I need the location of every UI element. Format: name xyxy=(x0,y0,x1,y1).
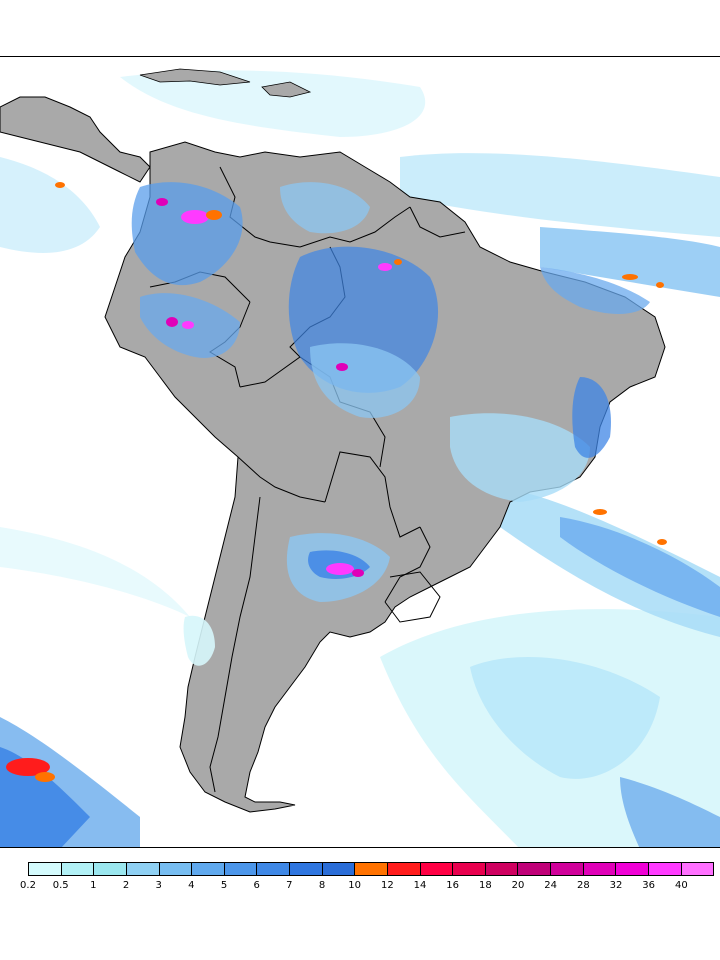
legend-tick-label: 10 xyxy=(348,880,362,891)
precip-legend: 0.2 0.5 1 2 3 4 5 6 7 8 10 12 14 16 18 20 24 28 32 36 40 xyxy=(20,862,714,902)
legend-tick-label: 7 xyxy=(286,880,293,891)
precip-band-atlantic-east-core xyxy=(560,517,720,617)
border-colombia-venezuela xyxy=(219,166,301,248)
cell-peru-2 xyxy=(182,321,194,329)
border-venezuela-brazil xyxy=(299,206,411,248)
cell-ne-atlantic-1 xyxy=(622,274,638,280)
legend-tick-label: 32 xyxy=(609,880,623,891)
precip-east-coast-brazil xyxy=(572,377,611,458)
border-uruguay xyxy=(384,571,441,623)
legend-tick-label: 6 xyxy=(253,880,260,891)
border-guianas xyxy=(409,206,466,238)
precip-band-caribbean xyxy=(120,70,426,137)
cell-colombia-3 xyxy=(156,198,168,206)
legend-swatch xyxy=(257,863,290,875)
legend-tick-label: 36 xyxy=(642,880,656,891)
legend-tick-label: 0.5 xyxy=(52,880,69,891)
cell-amazon-1 xyxy=(378,263,392,271)
hispaniola-island xyxy=(261,81,312,98)
legend-tick-label: 3 xyxy=(155,880,162,891)
central-america-landmass xyxy=(0,96,151,183)
precip-band-south-pacific-light xyxy=(0,527,190,617)
cuba-island xyxy=(139,68,251,86)
legend-tick-label: 8 xyxy=(318,880,326,891)
legend-swatch xyxy=(453,863,486,875)
legend-swatch xyxy=(551,863,584,875)
legend-tick-label: 24 xyxy=(544,880,558,891)
precip-central-brazil xyxy=(310,343,420,418)
legend-swatch xyxy=(420,863,454,875)
cell-central-1 xyxy=(336,363,348,371)
legend-swatch xyxy=(159,863,193,875)
border-argentina-brazil xyxy=(384,526,431,603)
precipitation-map xyxy=(0,56,720,848)
precip-band-equatorial-atlantic xyxy=(400,153,720,237)
precip-band-pacific-west xyxy=(0,157,100,253)
precip-band-ne-atlantic xyxy=(540,227,720,297)
cell-atlantic-2 xyxy=(657,539,667,545)
map-canvas xyxy=(0,68,720,847)
legend-swatch xyxy=(29,863,62,875)
cell-sw-pacific-1 xyxy=(6,758,50,776)
legend-swatch xyxy=(648,863,682,875)
legend-swatch xyxy=(290,863,323,875)
legend-tick-label: 5 xyxy=(220,880,228,891)
cell-colombia-1 xyxy=(181,210,209,224)
cell-sw-pacific-2 xyxy=(35,772,55,782)
heavy-precip-cells xyxy=(6,182,667,782)
border-bolivia-chile xyxy=(237,456,326,503)
cell-colombia-2 xyxy=(206,210,222,220)
precip-amazon-north xyxy=(280,182,370,234)
border-chile-argentina xyxy=(209,496,261,793)
legend-color-bar xyxy=(28,862,714,876)
legend-tick-label: 18 xyxy=(478,880,492,891)
cell-caribbean-1 xyxy=(55,182,65,188)
legend-tick-label: 28 xyxy=(576,880,590,891)
legend-swatch xyxy=(387,863,421,875)
cell-argentina-2 xyxy=(352,569,364,577)
cell-ne-atlantic-2 xyxy=(656,282,664,288)
precip-ne-coast xyxy=(540,267,650,314)
legend-tick-label: 16 xyxy=(446,880,460,891)
cell-amazon-2 xyxy=(394,259,402,265)
precip-band-southeast-cell xyxy=(620,777,720,847)
legend-swatch xyxy=(681,863,714,875)
ocean-precip-layer xyxy=(0,70,720,847)
legend-swatch xyxy=(126,863,160,875)
cell-peru-1 xyxy=(166,317,178,327)
precip-southeast-brazil xyxy=(450,413,590,502)
legend-swatch xyxy=(94,863,127,875)
cell-atlantic-1 xyxy=(593,509,607,515)
legend-tick-label: 12 xyxy=(380,880,394,891)
legend-swatch xyxy=(583,863,617,875)
legend-tick-label: 40 xyxy=(674,880,688,891)
legend-tick-label: 2 xyxy=(122,880,130,891)
legend-tick-label: 20 xyxy=(511,880,525,891)
precip-andes-light xyxy=(183,615,215,666)
precip-band-south-atlantic-core xyxy=(470,657,660,779)
legend-swatch xyxy=(322,863,356,875)
precip-amazon-west xyxy=(131,182,243,286)
cell-argentina-1 xyxy=(326,563,354,575)
legend-tick-label: 0.2 xyxy=(20,880,36,891)
legend-tick-label: 14 xyxy=(413,880,427,891)
legend-swatch xyxy=(61,863,95,875)
border-paraguay xyxy=(324,451,421,538)
legend-tick-labels: 0.2 0.5 1 2 3 4 5 6 7 8 10 12 14 16 18 20 24 28 32 36 40 xyxy=(20,880,714,894)
legend-swatch xyxy=(616,863,649,875)
legend-swatch xyxy=(355,863,388,875)
legend-tick-label: 1 xyxy=(90,880,97,891)
legend-swatch xyxy=(192,863,225,875)
legend-swatch xyxy=(224,863,258,875)
land-precip-layer xyxy=(131,182,650,666)
legend-swatch xyxy=(518,863,551,875)
legend-tick-label: 4 xyxy=(188,880,195,891)
legend-swatch xyxy=(485,863,519,875)
